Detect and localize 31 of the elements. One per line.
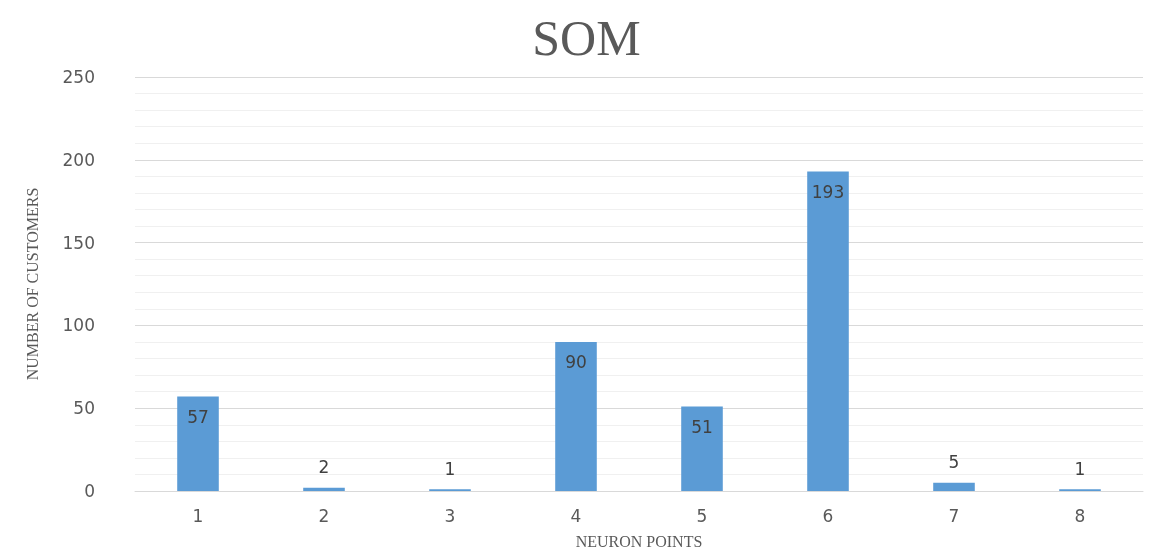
- bar: [933, 482, 975, 491]
- data-label: 5: [948, 452, 960, 473]
- data-label: 193: [811, 181, 845, 202]
- y-axis-title: NUMBER OF CUSTOMERS: [23, 187, 41, 381]
- x-tick-label: 6: [822, 505, 834, 526]
- x-tick-label: 5: [696, 505, 708, 526]
- x-tick-label: 4: [570, 505, 582, 526]
- bar: [177, 396, 219, 491]
- y-tick-label: 0: [84, 481, 95, 501]
- bar: [303, 487, 345, 491]
- y-tick-label: 200: [62, 149, 95, 170]
- x-tick-label: 7: [948, 505, 960, 526]
- y-tick-label: 50: [73, 398, 95, 419]
- y-tick-label: 150: [62, 232, 95, 253]
- data-label: 57: [187, 407, 209, 428]
- data-label: 2: [318, 457, 330, 478]
- data-label: 90: [565, 352, 587, 373]
- data-label: 51: [691, 417, 713, 438]
- x-axis-title: NEURON POINTS: [575, 532, 703, 550]
- bar: [555, 341, 597, 491]
- data-label: 1: [1074, 458, 1086, 479]
- data-label: 1: [444, 458, 456, 479]
- bar: [681, 406, 723, 491]
- bar: [807, 171, 849, 491]
- y-tick-label: 100: [62, 315, 95, 336]
- x-tick-label: 1: [192, 505, 204, 526]
- chart-title: SOM: [532, 10, 641, 66]
- y-tick-label: 250: [62, 67, 95, 87]
- x-tick-label: 8: [1074, 505, 1086, 526]
- x-tick-label: 2: [318, 505, 330, 526]
- x-tick-label: 3: [444, 505, 456, 526]
